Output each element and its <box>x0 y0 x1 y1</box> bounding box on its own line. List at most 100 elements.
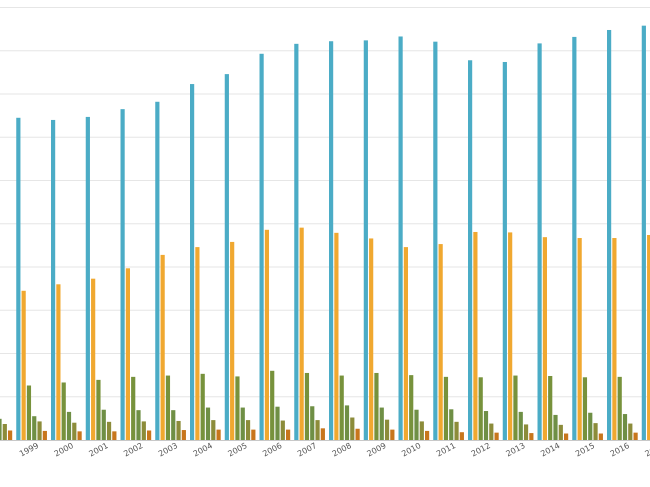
x-tick-label: 2010 <box>400 441 422 459</box>
bar-2002-s6 <box>147 430 152 440</box>
bar-2011-s5 <box>454 421 459 440</box>
x-tick-label: 2001 <box>88 441 110 459</box>
bar-2010-s4 <box>414 409 419 440</box>
bar-2009-s6 <box>390 429 395 440</box>
bar-2005-s1 <box>224 74 229 441</box>
bar-2000-s5 <box>72 422 77 440</box>
bar-2007-s2 <box>299 227 304 440</box>
bar-2007-s3 <box>304 372 310 440</box>
bar-2008-s5 <box>350 417 355 440</box>
bar-2012-s4 <box>483 411 489 440</box>
bar-2013-s2 <box>508 232 513 440</box>
bar-2010-s2 <box>403 247 408 440</box>
bar-2005-s2 <box>230 241 235 440</box>
bar-2002-s3 <box>131 376 136 440</box>
bar-2006-s2 <box>264 229 269 440</box>
bar-2008-s3 <box>339 375 344 440</box>
bar-2013-s5 <box>523 424 529 440</box>
bar-2002-s1 <box>120 109 125 440</box>
bar-2014-s5 <box>558 424 563 440</box>
bar-2006-s1 <box>259 53 264 440</box>
bar-2001-s3 <box>96 379 101 440</box>
bar-2017-s1 <box>641 25 646 440</box>
bar-2000-s1 <box>51 119 56 440</box>
bar-2007-s5 <box>315 420 320 440</box>
bar-2009-s1 <box>363 40 368 441</box>
bar-2012-s6 <box>494 432 499 440</box>
bar-2015-s2 <box>577 238 582 440</box>
bar-2014-s3 <box>548 375 553 440</box>
x-tick-label: 2009 <box>366 441 388 459</box>
bar-2016-s1 <box>607 29 612 441</box>
bar-2007-s6 <box>320 428 325 440</box>
bar-2016-s5 <box>628 423 633 440</box>
x-tick-label: 2005 <box>227 441 249 459</box>
bar-2015-s4 <box>588 412 593 440</box>
bar-1999-s4 <box>32 416 37 440</box>
bar-2005-s5 <box>245 420 251 440</box>
bar-2001-s2 <box>91 278 96 440</box>
x-tick-label: 2011 <box>435 441 457 459</box>
bar-2003-s4 <box>171 410 176 440</box>
bar-2004-s6 <box>216 429 221 440</box>
bar-2013-s3 <box>513 375 518 440</box>
bar-2006-s4 <box>275 406 280 440</box>
bar-2008-s1 <box>329 41 334 440</box>
x-tick-label: 2004 <box>192 441 214 459</box>
bar-2000-s2 <box>56 284 61 440</box>
bar-2014-s2 <box>542 237 547 440</box>
bars <box>0 25 650 441</box>
bar-2008-s2 <box>334 232 339 440</box>
bar-2004-s3 <box>200 373 205 440</box>
bar-2016-s3 <box>617 376 622 440</box>
x-tick-label: 2016 <box>609 441 631 459</box>
bar-2007-s1 <box>294 43 299 440</box>
bar-2010-s5 <box>419 421 424 440</box>
bar-2016-s6 <box>633 432 638 440</box>
x-tick-label: 2014 <box>539 441 561 459</box>
bar-2003-s6 <box>181 430 186 440</box>
bar-2010-s3 <box>409 375 414 441</box>
bar-2003-s5 <box>176 420 181 440</box>
bar-1999-s1 <box>16 117 21 440</box>
bar-1999-s5 <box>37 421 42 440</box>
bar-2000-s3 <box>61 382 66 440</box>
bar-2012-s1 <box>468 60 473 440</box>
bar-2002-s2 <box>125 268 130 440</box>
bar-2005-s3 <box>235 376 240 440</box>
bar-2006-s5 <box>280 420 285 440</box>
bar-2009-s2 <box>369 238 374 440</box>
bar-2005-s6 <box>251 429 256 440</box>
bar-2002-s5 <box>141 421 146 440</box>
bar-2007-s4 <box>310 406 315 440</box>
bar-2012-s5 <box>489 423 494 440</box>
bar-2011-s6 <box>459 432 464 440</box>
bar-2002-s4 <box>136 410 141 440</box>
grid-lines <box>0 7 650 398</box>
bar-2013-s1 <box>502 61 507 441</box>
bar-1998-s4 <box>0 418 2 440</box>
bar-1998-s6 <box>8 430 13 440</box>
bar-1999-s3 <box>26 385 32 440</box>
x-tick-label: 2008 <box>331 441 353 459</box>
x-tick-label: 2000 <box>53 441 75 459</box>
bar-2009-s4 <box>379 407 384 440</box>
bar-2003-s3 <box>165 375 171 440</box>
bar-2004-s5 <box>211 420 216 440</box>
x-tick-label: 2006 <box>261 441 283 459</box>
bar-2001-s6 <box>112 431 117 440</box>
bar-2000-s4 <box>66 411 72 440</box>
bar-2010-s1 <box>398 36 403 440</box>
bar-2014-s4 <box>553 414 558 440</box>
bar-1998-s5 <box>2 424 7 440</box>
bar-2006-s3 <box>270 370 275 440</box>
bar-2013-s4 <box>518 411 523 440</box>
bar-2006-s6 <box>286 429 291 440</box>
bar-2014-s1 <box>537 43 542 441</box>
bar-2012-s3 <box>478 377 483 440</box>
bar-2009-s5 <box>384 419 390 440</box>
bar-2013-s6 <box>529 433 534 440</box>
bar-1999-s2 <box>21 290 26 440</box>
x-tick-labels: 1999 2000 2001 2002 2003 2004 2005 2006 2007 2008… <box>18 441 650 459</box>
